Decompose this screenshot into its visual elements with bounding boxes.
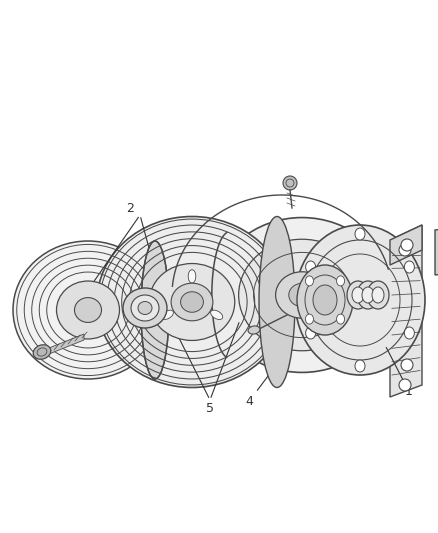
Ellipse shape xyxy=(239,239,365,351)
Text: 2: 2 xyxy=(126,201,134,214)
Ellipse shape xyxy=(180,292,203,312)
Ellipse shape xyxy=(362,287,374,303)
Ellipse shape xyxy=(367,281,389,309)
Ellipse shape xyxy=(161,310,173,319)
Ellipse shape xyxy=(336,276,345,286)
Ellipse shape xyxy=(211,310,223,319)
Ellipse shape xyxy=(74,297,102,322)
Ellipse shape xyxy=(401,239,413,251)
Ellipse shape xyxy=(123,288,167,328)
Ellipse shape xyxy=(399,379,411,391)
Ellipse shape xyxy=(171,283,213,321)
Ellipse shape xyxy=(305,276,314,286)
Ellipse shape xyxy=(355,228,365,240)
Ellipse shape xyxy=(97,216,287,387)
Ellipse shape xyxy=(372,287,384,303)
Ellipse shape xyxy=(357,281,379,309)
Ellipse shape xyxy=(283,176,297,190)
Ellipse shape xyxy=(33,345,51,359)
Ellipse shape xyxy=(404,327,414,339)
Polygon shape xyxy=(390,225,422,265)
Ellipse shape xyxy=(13,241,163,379)
Ellipse shape xyxy=(57,281,120,339)
Ellipse shape xyxy=(306,327,316,339)
Polygon shape xyxy=(49,334,84,354)
Ellipse shape xyxy=(289,284,315,306)
Ellipse shape xyxy=(248,326,260,334)
Ellipse shape xyxy=(313,285,337,315)
Ellipse shape xyxy=(131,295,159,321)
Ellipse shape xyxy=(355,360,365,372)
Ellipse shape xyxy=(399,244,411,256)
Ellipse shape xyxy=(347,281,369,309)
Ellipse shape xyxy=(352,287,364,303)
Ellipse shape xyxy=(188,270,196,283)
Ellipse shape xyxy=(295,225,425,375)
Ellipse shape xyxy=(141,241,169,379)
Ellipse shape xyxy=(149,263,235,341)
Polygon shape xyxy=(390,225,422,397)
Polygon shape xyxy=(435,220,438,275)
Ellipse shape xyxy=(305,314,314,324)
Text: 5: 5 xyxy=(206,401,214,415)
Text: 4: 4 xyxy=(245,362,278,408)
Ellipse shape xyxy=(276,272,328,318)
Ellipse shape xyxy=(259,216,295,387)
Ellipse shape xyxy=(404,261,414,273)
Ellipse shape xyxy=(401,359,413,371)
Ellipse shape xyxy=(306,261,316,273)
Text: 1: 1 xyxy=(386,348,413,398)
Ellipse shape xyxy=(336,314,345,324)
Ellipse shape xyxy=(297,265,353,335)
Ellipse shape xyxy=(138,302,152,314)
Ellipse shape xyxy=(214,217,390,373)
